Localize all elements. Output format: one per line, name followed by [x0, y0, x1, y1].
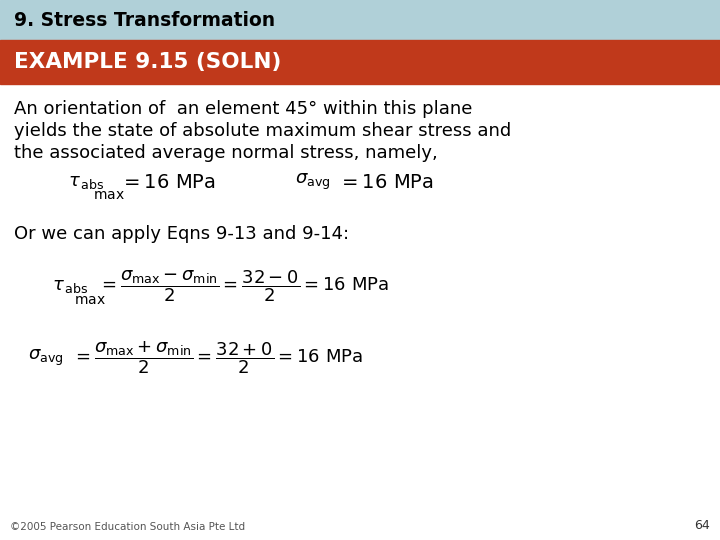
Text: 64: 64 [694, 519, 710, 532]
Text: $= 16\ \rm MPa$: $= 16\ \rm MPa$ [120, 172, 216, 192]
Text: ©2005 Pearson Education South Asia Pte Ltd: ©2005 Pearson Education South Asia Pte L… [10, 522, 245, 532]
Text: $\rm max$: $\rm max$ [93, 188, 125, 202]
Text: $\sigma_{\rm avg}$: $\sigma_{\rm avg}$ [295, 172, 330, 192]
Text: $= \dfrac{\sigma_{\rm max} - \sigma_{\rm min}}{2}= \dfrac{32 - 0}{2} = 16\ \rm M: $= \dfrac{\sigma_{\rm max} - \sigma_{\rm… [98, 268, 389, 304]
Text: Or we can apply Eqns 9-13 and 9-14:: Or we can apply Eqns 9-13 and 9-14: [14, 225, 349, 243]
Text: 9. Stress Transformation: 9. Stress Transformation [14, 10, 275, 30]
Text: the associated average normal stress, namely,: the associated average normal stress, na… [14, 144, 438, 162]
Text: $\tau_{\,\rm abs}$: $\tau_{\,\rm abs}$ [68, 173, 104, 191]
Bar [0, 40, 720, 84]
Text: $\tau_{\,\rm abs}$: $\tau_{\,\rm abs}$ [52, 277, 89, 295]
Text: $= 16\ \rm MPa$: $= 16\ \rm MPa$ [338, 172, 433, 192]
Text: $\rm max$: $\rm max$ [74, 293, 106, 307]
Text: An orientation of  an element 45° within this plane: An orientation of an element 45° within … [14, 100, 472, 118]
Text: yields the state of absolute maximum shear stress and: yields the state of absolute maximum she… [14, 122, 511, 140]
Text: EXAMPLE 9.15 (SOLN): EXAMPLE 9.15 (SOLN) [14, 52, 282, 72]
Text: $\sigma_{\rm avg}$: $\sigma_{\rm avg}$ [28, 348, 63, 368]
Bar [0, 0, 720, 40]
Text: $= \dfrac{\sigma_{\rm max} + \sigma_{\rm min}}{2}= \dfrac{32 + 0}{2} = 16\ \rm M: $= \dfrac{\sigma_{\rm max} + \sigma_{\rm… [72, 340, 363, 376]
